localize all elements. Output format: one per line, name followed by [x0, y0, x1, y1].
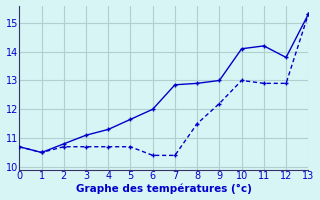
X-axis label: Graphe des températures (°c): Graphe des températures (°c): [76, 184, 252, 194]
